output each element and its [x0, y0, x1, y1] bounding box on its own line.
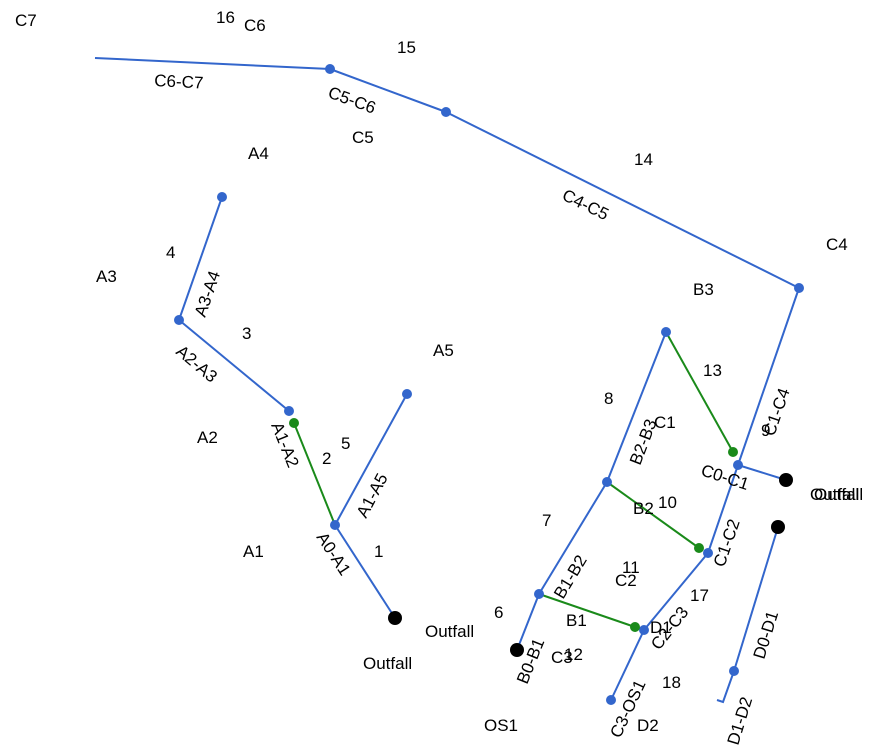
node-label-B2: B2 — [633, 499, 654, 518]
outfall-label-A0b: Outfall — [363, 654, 412, 673]
node-label-C3: C3 — [551, 648, 573, 667]
node-D1[interactable] — [729, 666, 739, 676]
node-B1[interactable] — [534, 589, 544, 599]
conduit-A1-A5[interactable] — [334, 393, 408, 526]
link-node-C2[interactable] — [694, 543, 704, 553]
subcatchment-label-17: 17 — [690, 586, 709, 605]
subcatchment-label-4: 4 — [166, 243, 175, 262]
node-label-B1: B1 — [566, 611, 587, 630]
node-label-C1: C1 — [654, 413, 676, 432]
conduit-C4-C5[interactable] — [445, 111, 800, 289]
node-label-D1: D1 — [650, 618, 672, 637]
node-label-C2: C2 — [615, 571, 637, 590]
conduit-D1-D2[interactable] — [716, 670, 735, 704]
conduit-label-C6-C7: C6-C7 — [154, 71, 204, 93]
outfall-C0[interactable] — [779, 473, 793, 487]
outfall-D0[interactable] — [771, 520, 785, 534]
conduit-A3-A4[interactable] — [178, 196, 223, 321]
link-B1-C3[interactable] — [538, 593, 636, 628]
conduit-C1-C4[interactable] — [737, 287, 800, 466]
node-A5[interactable] — [402, 389, 412, 399]
subcatchment-label-15: 15 — [397, 38, 416, 57]
subcatchment-label-3: 3 — [242, 324, 251, 343]
conduit-label-A1-A2: A1-A2 — [267, 419, 302, 470]
conduit-label-C1-C4: C1-C4 — [760, 386, 794, 439]
conduit-label-C1-C2: C1-C2 — [710, 517, 744, 570]
node-label-C7: C7 — [15, 11, 37, 30]
outfall-label-A0: Outfall — [425, 622, 474, 641]
link-A1-A2[interactable] — [293, 422, 336, 526]
subcatchment-label-6: 6 — [494, 603, 503, 622]
node-C1[interactable] — [733, 460, 743, 470]
link-node-C3[interactable] — [630, 622, 640, 632]
conduit-label-C5-C6: C5-C6 — [326, 83, 379, 118]
node-C5[interactable] — [441, 107, 451, 117]
node-label-D2: D2 — [637, 716, 659, 735]
conduit-label-B1-B2: B1-B2 — [550, 552, 591, 602]
conduit-C3-OS1[interactable] — [610, 629, 645, 701]
node-A2[interactable] — [284, 406, 294, 416]
subcatchment-label-13: 13 — [703, 361, 722, 380]
node-A4[interactable] — [217, 192, 227, 202]
subcatchment-label-1: 1 — [374, 542, 383, 561]
conduit-A0-A1[interactable] — [334, 524, 396, 619]
subcatchment-label-5: 5 — [341, 434, 350, 453]
node-label-C6: C6 — [244, 16, 266, 35]
conduit-B0-B1[interactable] — [516, 593, 540, 651]
subcatchment-label-8: 8 — [604, 389, 613, 408]
subcatchment-label-14: 14 — [634, 150, 653, 169]
subcatchment-label-10: 10 — [658, 493, 677, 512]
subcatchment-label-18: 18 — [662, 673, 681, 692]
outfall-A0[interactable] — [388, 611, 402, 625]
conduit-label-A3-A4: A3-A4 — [191, 268, 224, 319]
node-label-OS1: OS1 — [484, 716, 518, 735]
conduit-C0-C1[interactable] — [737, 464, 787, 481]
link-B3-C1[interactable] — [665, 331, 734, 453]
node-B3[interactable] — [661, 327, 671, 337]
node-C4[interactable] — [794, 283, 804, 293]
subcatchment-label-16: 16 — [216, 8, 235, 27]
conduit-D0-D1[interactable] — [733, 526, 779, 672]
link-node-C1[interactable] — [728, 447, 738, 457]
node-label-B3: B3 — [693, 280, 714, 299]
conduit-B1-B2[interactable] — [538, 481, 608, 595]
conduit-label-B2-B3: B2-B3 — [626, 417, 661, 468]
conduit-C6-C7[interactable] — [94, 57, 331, 70]
node-A3[interactable] — [174, 315, 184, 325]
conduit-C1-C2[interactable] — [707, 464, 739, 554]
conduit-label-D1-D2: D1-D2 — [724, 695, 757, 748]
conduit-C5-C6[interactable] — [329, 68, 447, 113]
outfall-label-D0: Outfall — [814, 485, 863, 504]
subcatchment-label-2: 2 — [322, 449, 331, 468]
node-B2[interactable] — [602, 477, 612, 487]
node-C6[interactable] — [325, 64, 335, 74]
node-C3[interactable] — [639, 625, 649, 635]
node-label-C4: C4 — [826, 235, 848, 254]
subcatchment-label-9: 9 — [761, 421, 770, 440]
link-node-A1-A2[interactable] — [289, 418, 299, 428]
node-OS1[interactable] — [606, 695, 616, 705]
conduit-label-A1-A5: A1-A5 — [353, 470, 392, 521]
outfall-B0[interactable] — [510, 643, 524, 657]
node-A1[interactable] — [330, 520, 340, 530]
node-label-A2: A2 — [197, 428, 218, 447]
link-B2-C2[interactable] — [606, 481, 700, 549]
node-label-A1: A1 — [243, 542, 264, 561]
node-label-A4: A4 — [248, 144, 269, 163]
conduit-A2-A3[interactable] — [178, 319, 290, 412]
conduit-C2-C3[interactable] — [643, 552, 709, 631]
subcatchment-label-12: 12 — [564, 645, 583, 664]
node-C2[interactable] — [703, 548, 713, 558]
subcatchment-label-11: 11 — [622, 558, 640, 577]
node-label-A5: A5 — [433, 341, 454, 360]
subcatchment-label-7: 7 — [542, 511, 551, 530]
node-label-C5: C5 — [352, 128, 374, 147]
conduit-label-D0-D1: D0-D1 — [750, 609, 783, 662]
conduit-B2-B3[interactable] — [606, 331, 667, 483]
conduit-label-A0-A1: A0-A1 — [313, 529, 355, 579]
outfall-label-C0: Outfall — [810, 485, 859, 504]
node-label-A3: A3 — [96, 267, 117, 286]
